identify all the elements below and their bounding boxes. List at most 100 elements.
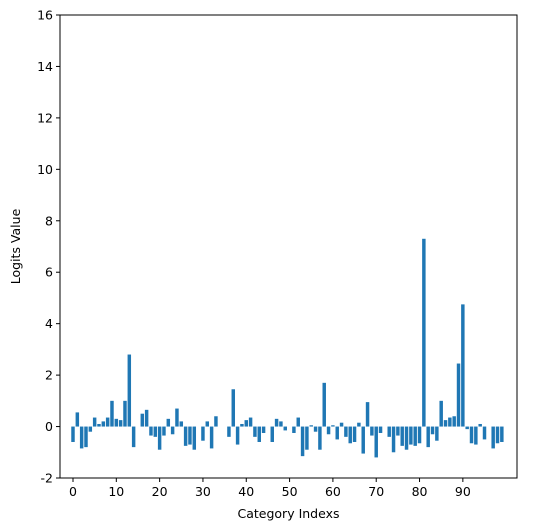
x-tick-label: 90 — [455, 484, 471, 499]
bar-73 — [387, 426, 391, 437]
x-tick-label: 50 — [282, 484, 298, 499]
y-tick-label: 2 — [45, 368, 53, 383]
bar-59 — [326, 426, 331, 435]
bar-1 — [75, 412, 80, 427]
bar-95 — [482, 426, 487, 440]
bar-83 — [430, 426, 435, 435]
bar-3 — [84, 426, 88, 448]
x-axis-label: Category Indexs — [238, 506, 340, 521]
bar-22 — [166, 418, 171, 427]
bar-31 — [205, 421, 210, 427]
x-tick-label: 0 — [69, 484, 77, 499]
bar-27 — [188, 426, 192, 445]
bar-64 — [348, 426, 352, 444]
x-ticks-group: 0 10 20 30 40 50 60 70 80 90 — [69, 478, 471, 499]
bar-18 — [149, 426, 153, 436]
bar-8 — [105, 417, 110, 427]
y-tick-label: 6 — [45, 265, 53, 280]
bar-90 — [461, 304, 465, 427]
bar-69 — [370, 426, 374, 436]
bar-60 — [331, 425, 335, 427]
bar-24 — [175, 408, 179, 427]
bar-85 — [439, 400, 443, 427]
bar-12 — [123, 400, 127, 427]
bar-63 — [344, 426, 348, 437]
bar-2 — [79, 426, 84, 449]
bar-58 — [322, 382, 326, 427]
x-tick-label: 10 — [108, 484, 124, 499]
bar-78 — [409, 426, 413, 445]
bar-75 — [396, 426, 400, 436]
y-tick-label: 0 — [45, 419, 53, 434]
bar-99 — [500, 426, 504, 442]
bar-92 — [469, 426, 474, 444]
bar-67 — [361, 426, 365, 454]
bar-28 — [192, 426, 197, 450]
x-tick-label: 70 — [368, 484, 384, 499]
bar-91 — [465, 426, 469, 430]
bar-23 — [170, 426, 175, 435]
bar-16 — [140, 413, 145, 427]
bar-70 — [374, 426, 378, 458]
bar-65 — [352, 426, 357, 442]
bar-26 — [183, 426, 188, 446]
bar-62 — [339, 422, 344, 427]
bar-61 — [335, 426, 339, 440]
bar-48 — [279, 421, 283, 427]
bar-33 — [214, 416, 218, 427]
y-ticks-group: -2 0 2 4 6 8 10 12 14 16 — [37, 8, 60, 486]
bar-54 — [305, 426, 309, 450]
bar-17 — [144, 409, 149, 427]
bar-14 — [131, 426, 136, 448]
bar-13 — [127, 354, 132, 427]
bar-77 — [404, 426, 409, 450]
bar-4 — [88, 426, 93, 432]
bar-47 — [274, 418, 279, 427]
bar-30 — [201, 426, 205, 441]
y-tick-label: 4 — [45, 316, 53, 331]
x-tick-label: 60 — [325, 484, 341, 499]
y-tick-label: 14 — [37, 59, 53, 74]
y-tick-label: -2 — [41, 471, 53, 486]
y-axis-label: Logits Value — [8, 208, 23, 284]
bar-46 — [270, 426, 274, 442]
bar-76 — [400, 426, 404, 446]
bar-57 — [318, 426, 322, 450]
y-tick-label: 16 — [37, 8, 53, 23]
bar-97 — [491, 426, 495, 449]
bar-80 — [417, 426, 422, 444]
bar-9 — [110, 400, 114, 427]
bar-0 — [71, 426, 75, 442]
bar-89 — [456, 363, 461, 427]
plot-frame — [59, 14, 518, 479]
bar-68 — [365, 402, 370, 427]
bar-66 — [357, 422, 361, 427]
bar-94 — [478, 423, 482, 427]
x-tick-label: 40 — [238, 484, 254, 499]
bar-42 — [253, 426, 257, 437]
bar-44 — [261, 426, 266, 433]
bar-71 — [378, 426, 383, 433]
bar-98 — [495, 426, 500, 444]
bar-93 — [474, 426, 478, 445]
bar-79 — [413, 426, 417, 446]
y-tick-label: 10 — [37, 162, 53, 177]
x-tick-label: 20 — [152, 484, 168, 499]
bar-21 — [162, 426, 166, 436]
bar-86 — [443, 420, 448, 427]
bar-41 — [248, 417, 253, 427]
bar-38 — [235, 426, 240, 445]
bar-74 — [391, 426, 396, 453]
bar-7 — [101, 421, 106, 427]
y-tick-label: 8 — [45, 213, 53, 228]
bar-40 — [244, 420, 248, 427]
bar-49 — [283, 426, 287, 431]
bar-81 — [422, 238, 426, 427]
bar-5 — [92, 417, 97, 427]
bar-36 — [227, 426, 231, 437]
bar-6 — [97, 423, 101, 427]
bar-87 — [448, 417, 452, 427]
bar-51 — [292, 426, 296, 433]
